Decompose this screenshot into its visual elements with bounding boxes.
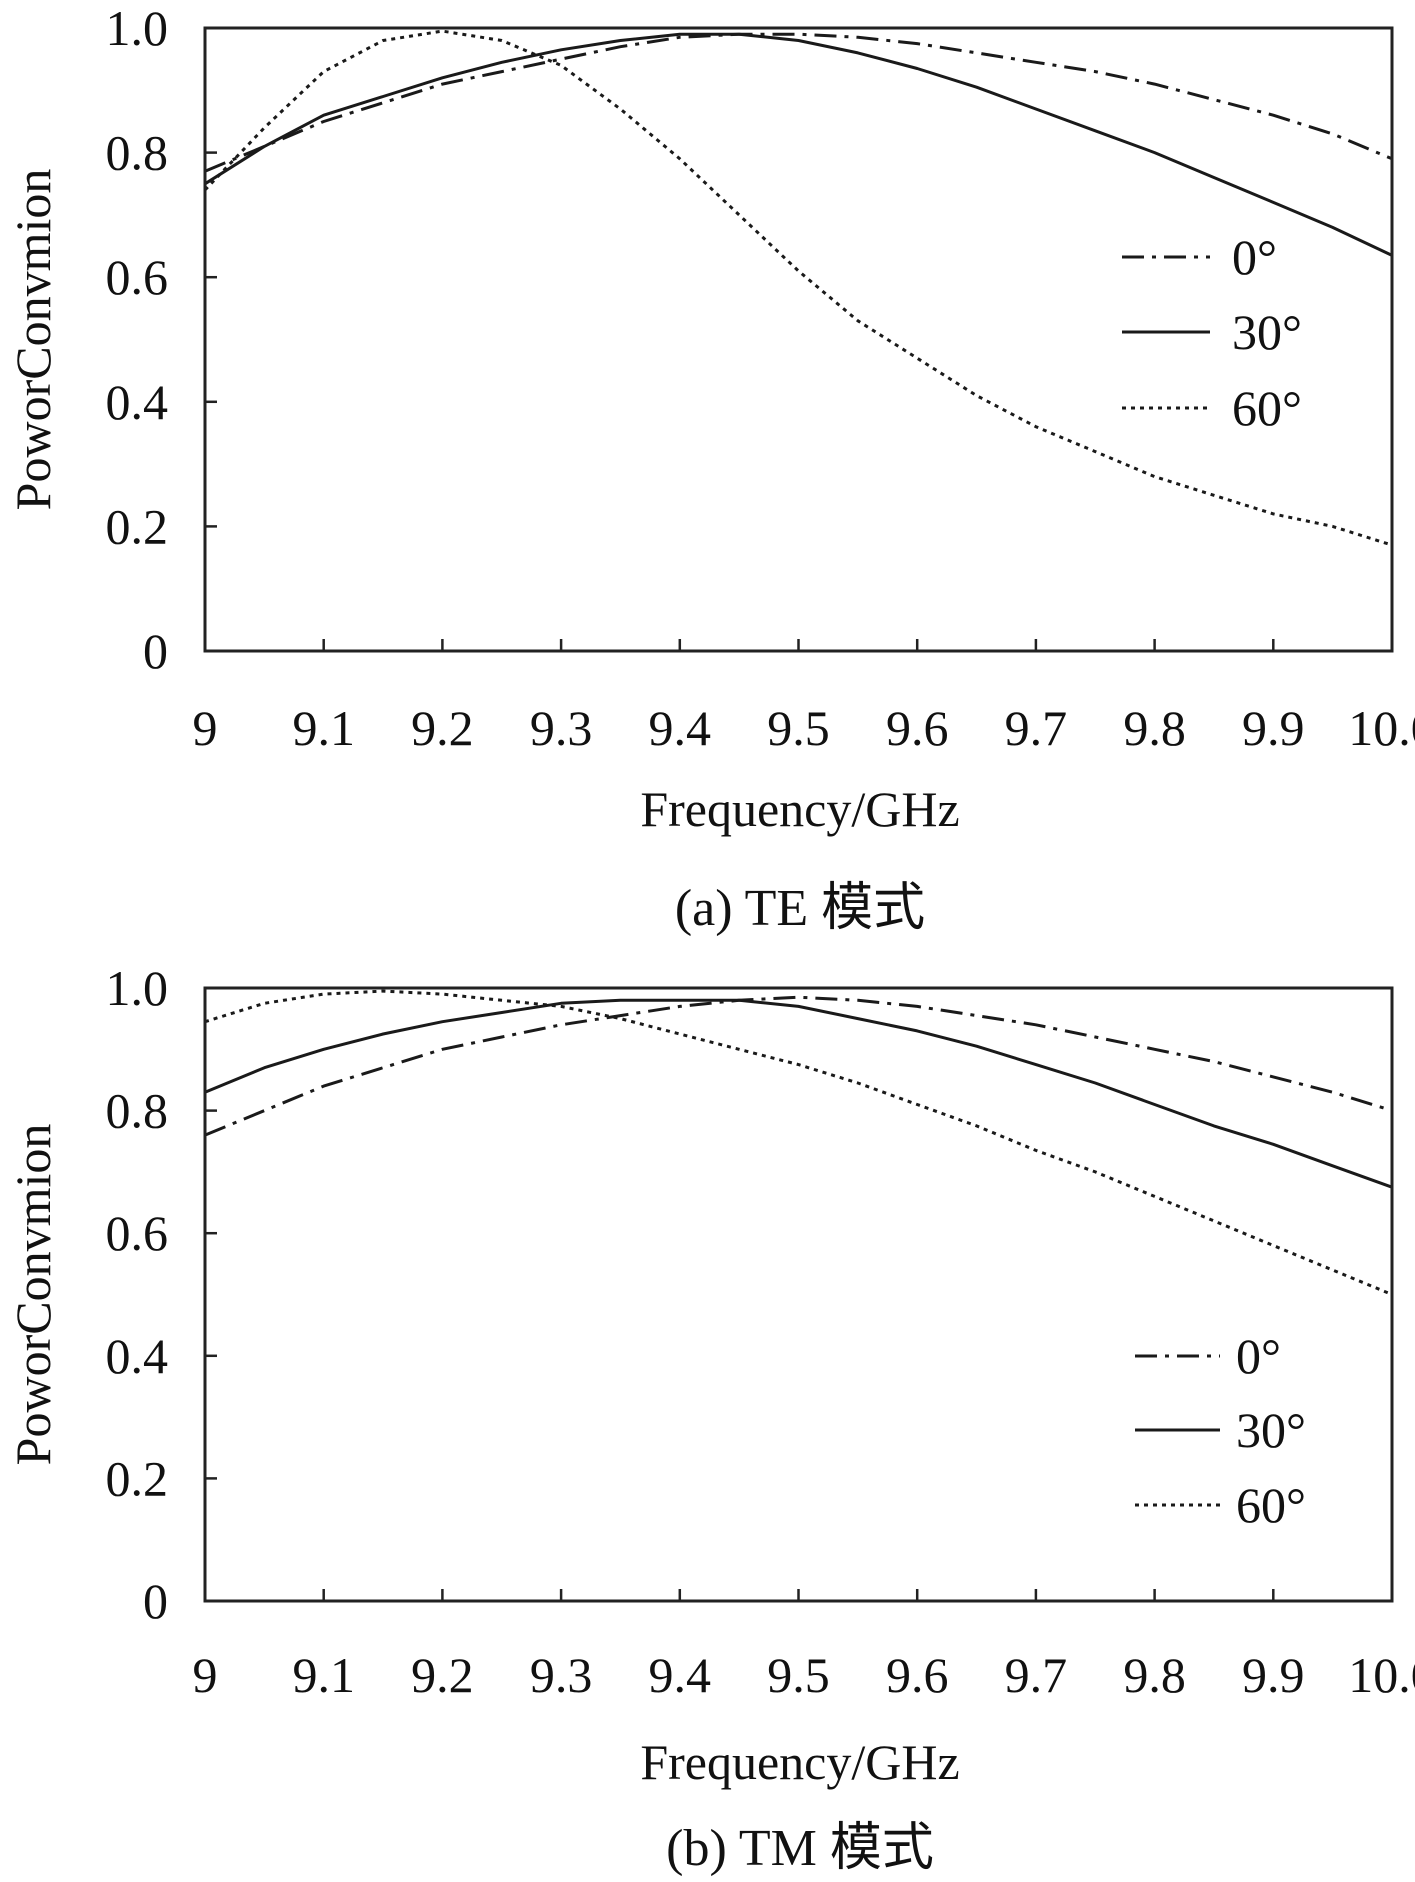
plot-series-group [204,989,1393,1296]
x-tick-label: 10.0 [1348,1647,1415,1703]
series-line-0deg [204,995,1393,1137]
x-tick-label: 9.8 [1123,700,1186,756]
x-tick-label: 9.7 [1005,1647,1068,1703]
y-axis-label: PoworConvmion [5,169,61,511]
legend-label-30deg: 30° [1236,1402,1306,1458]
series-line-60deg [203,29,1393,547]
y-tick-label: 0.8 [106,1083,169,1139]
y-tick-label: 0.4 [106,374,169,430]
axis-ticks: 9 9.1 9.2 9.3 9.4 9.5 9.6 9.7 9.8 9.9 10.0 0 0.2 0.4 0… [106,960,1415,1703]
y-tick-label: 0.6 [106,249,169,305]
legend-label-60deg: 60° [1232,380,1302,436]
x-tick-label: 9 [193,700,218,756]
chart-panel-te: 9 9.1 9.2 9.3 9.4 9.5 9.6 9.7 9.8 9.9 10.0 0 0.2 0.4 0… [5,0,1415,937]
series-line-0deg [204,32,1393,173]
x-tick-label: 9.3 [530,700,593,756]
y-tick-label: 0.4 [106,1328,169,1384]
y-tick-label: 0 [143,1573,168,1629]
y-tick-label: 0.2 [106,1450,169,1506]
x-tick-label: 9.6 [886,700,949,756]
x-tick-label: 9.7 [1005,700,1068,756]
x-tick-label: 9.8 [1123,1647,1186,1703]
series-line-60deg [204,989,1393,1296]
x-tick-label: 10.0 [1348,700,1415,756]
x-tick-label: 9.6 [886,1647,949,1703]
x-tick-label: 9.5 [767,1647,830,1703]
x-tick-label: 9.4 [649,700,712,756]
legend-label-0deg: 0° [1232,229,1277,285]
y-tick-label: 0.2 [106,498,169,554]
axis-ticks: 9 9.1 9.2 9.3 9.4 9.5 9.6 9.7 9.8 9.9 10.0 0 0.2 0.4 0… [106,0,1415,756]
x-tick-label: 9.2 [411,700,474,756]
x-tick-label: 9.5 [767,700,830,756]
chart-panel-tm: 9 9.1 9.2 9.3 9.4 9.5 9.6 9.7 9.8 9.9 10.0 0 0.2 0.4 0… [5,960,1415,1877]
x-tick-label: 9.1 [292,700,355,756]
panel-caption: (b) TM 模式 [666,1820,934,1877]
y-axis-label: PoworConvmion [5,1124,61,1466]
legend: 0° 30° 60° [1135,1328,1306,1533]
y-tick-label: 1.0 [106,0,169,56]
series-line-30deg [204,32,1393,257]
x-axis-label: Frequency/GHz [640,781,959,837]
legend-label-60deg: 60° [1236,1477,1306,1533]
y-tick-label: 0 [143,623,168,679]
panel-caption: (a) TE 模式 [675,880,925,937]
x-tick-label: 9.4 [649,1647,712,1703]
y-tick-label: 1.0 [106,960,169,1016]
plot-series-group [203,29,1393,547]
legend-label-30deg: 30° [1232,304,1302,360]
x-tick-label: 9.1 [292,1647,355,1703]
y-tick-label: 0.8 [106,125,169,181]
x-axis-label: Frequency/GHz [640,1734,959,1790]
x-tick-label: 9.9 [1242,1647,1305,1703]
legend-label-0deg: 0° [1236,1328,1281,1384]
legend: 0° 30° 60° [1122,229,1302,436]
y-tick-label: 0.6 [106,1205,169,1261]
x-tick-label: 9.3 [530,1647,593,1703]
x-tick-label: 9.9 [1242,700,1305,756]
series-line-30deg [204,998,1393,1189]
x-tick-label: 9 [193,1647,218,1703]
x-tick-label: 9.2 [411,1647,474,1703]
